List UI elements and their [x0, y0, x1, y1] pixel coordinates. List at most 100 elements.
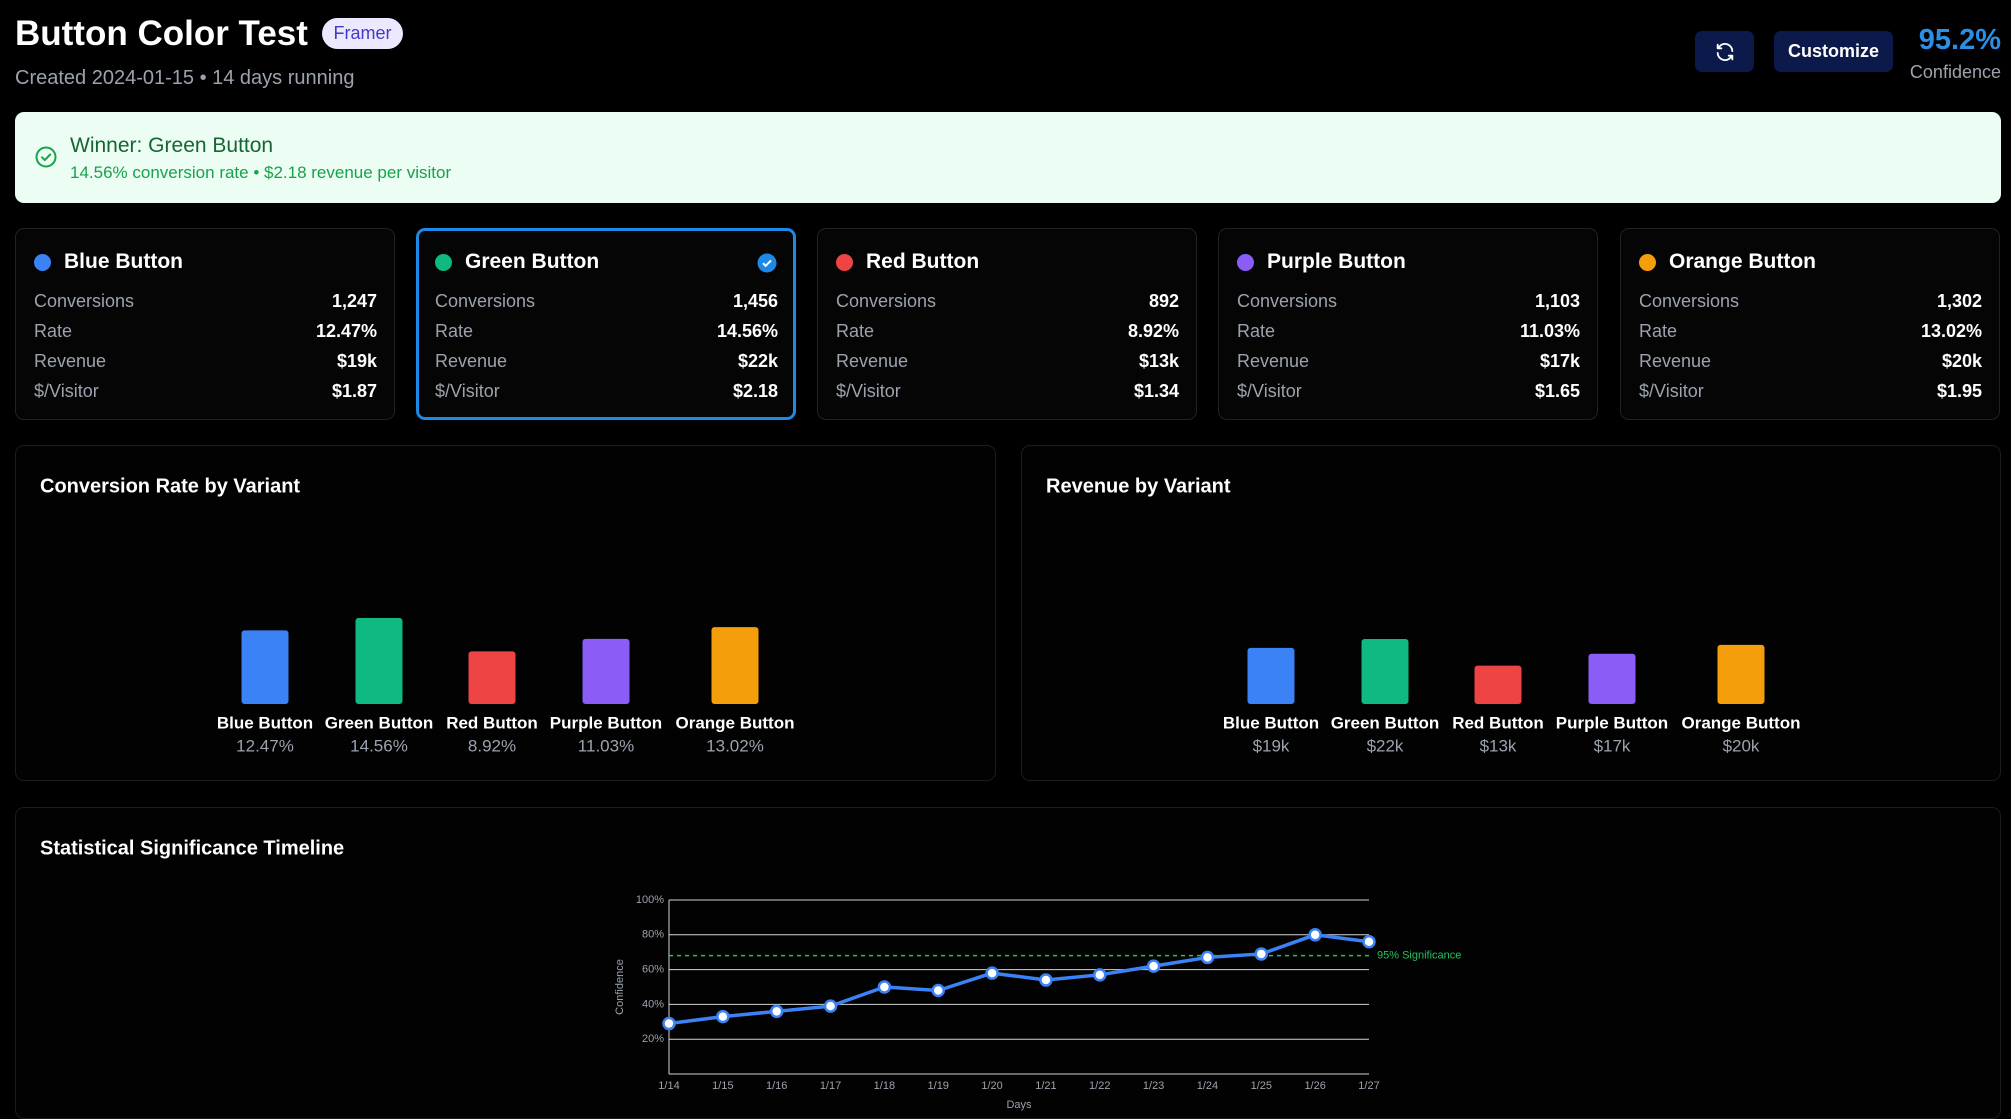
stat-label: Conversions: [836, 291, 937, 311]
winner-detail: 14.56% conversion rate • $2.18 revenue p…: [70, 163, 452, 182]
stat-label: Rate: [1639, 321, 1678, 341]
data-point: [877, 980, 892, 994]
value-label: 8.92%: [468, 736, 516, 755]
data-point: [985, 966, 999, 980]
stat-value: 1,302: [1936, 291, 1982, 311]
variant-card: Green Button Conversions 1,456 Rate 14.56% Re…: [416, 228, 796, 420]
icon-check: [762, 259, 772, 268]
value-label: 13.02%: [706, 736, 764, 755]
stat-label: $/Visitor: [34, 381, 99, 401]
category-label: Green Button: [325, 713, 434, 732]
customize-button[interactable]: Customize: [1774, 31, 1893, 72]
x-tick-label: 1/26: [1304, 1080, 1325, 1092]
series-line: [668, 933, 1370, 1026]
stat-label: $/Visitor: [1237, 381, 1302, 401]
stat-value: 8.92%: [1127, 321, 1179, 341]
bar: [355, 618, 403, 704]
variant-name: Purple Button: [1267, 250, 1406, 273]
stat-label: Revenue: [1237, 351, 1310, 371]
stat-label: $/Visitor: [1639, 381, 1704, 401]
data-point: [1308, 928, 1322, 942]
stat-value: 11.03%: [1519, 321, 1580, 341]
category-label: Red Button: [446, 713, 538, 732]
stat-value: $17k: [1539, 351, 1580, 371]
refresh-icon: [1716, 42, 1733, 61]
stat-value: $1.65: [1534, 381, 1580, 401]
variant-dot: [1237, 254, 1254, 271]
data-point: [1200, 950, 1215, 965]
stat-label: Revenue: [34, 351, 107, 371]
stat-label: $/Visitor: [836, 381, 901, 401]
x-tick-label: 1/17: [820, 1080, 841, 1092]
data-point: [1039, 973, 1053, 987]
stat-label: Rate: [435, 321, 474, 341]
category-label: Purple Button: [550, 713, 662, 732]
x-tick-label: 1/20: [981, 1080, 1002, 1092]
x-tick-label: 1/24: [1197, 1080, 1218, 1092]
y-tick-label: 100%: [636, 894, 664, 906]
stat-value: 1,247: [331, 291, 377, 311]
stat-value: 892: [1148, 291, 1179, 311]
category-label: Purple Button: [1556, 713, 1668, 732]
category-label: Blue Button: [217, 713, 313, 732]
x-tick-label: 1/16: [766, 1080, 787, 1092]
data-point: [1146, 959, 1161, 973]
stat-label: Revenue: [836, 351, 909, 371]
stat-value: $1.34: [1133, 381, 1179, 401]
y-axis-label: Confidence: [614, 959, 626, 1015]
stat-label: Conversions: [34, 291, 135, 311]
data-point: [1362, 935, 1376, 949]
data-point: [716, 1009, 730, 1024]
variant-card: Orange Button Conversions 1,302 Rate 13.02% R…: [1620, 228, 2000, 420]
stat-value: $19k: [336, 351, 377, 371]
confidence-label: Confidence: [1909, 62, 2001, 82]
y-tick-label: 80%: [642, 929, 664, 941]
value-label: 14.56%: [350, 736, 408, 755]
bar: [468, 651, 516, 704]
bar: [711, 627, 759, 704]
refresh-button[interactable]: [1695, 31, 1754, 72]
variant-dot: [1639, 254, 1656, 271]
stat-label: Rate: [836, 321, 875, 341]
chart-title: Statistical Significance Timeline: [40, 837, 344, 859]
stat-label: Conversions: [435, 291, 536, 311]
x-tick-label: 1/15: [712, 1080, 733, 1092]
value-label: $17k: [1594, 736, 1631, 755]
x-tick-label: 1/14: [658, 1080, 679, 1092]
value-label: 11.03%: [578, 736, 634, 755]
x-axis-label: Days: [1006, 1099, 1032, 1111]
chart-title: Conversion Rate by Variant: [40, 475, 300, 497]
variant-name: Orange Button: [1669, 250, 1816, 273]
stat-value: $22k: [737, 351, 778, 371]
stat-value: $20k: [1941, 351, 1982, 371]
stat-value: $13k: [1138, 351, 1179, 371]
winner-icon: [35, 146, 57, 168]
stat-label: Conversions: [1639, 291, 1740, 311]
value-label: 12.47%: [236, 736, 294, 755]
y-tick-label: 40%: [642, 998, 664, 1010]
variant-card: Red Button Conversions 892 Rate 8.92% Revenue…: [817, 228, 1197, 420]
data-point: [823, 999, 838, 1013]
badge: Framer: [322, 18, 403, 49]
bar: [1247, 647, 1295, 704]
stat-value: $1.95: [1936, 381, 1982, 401]
bar: [1474, 665, 1522, 704]
stat-value: 1,103: [1534, 291, 1580, 311]
category-label: Green Button: [1331, 713, 1440, 732]
winner-title: Winner: Green Button: [70, 134, 274, 157]
variant-dot: [836, 254, 853, 271]
value-label: $22k: [1367, 736, 1404, 755]
variant-name: Red Button: [866, 250, 980, 273]
timeline-chart: Statistical Significance Timeline 20% 40% 6…: [15, 807, 2001, 1119]
value-label: $13k: [1480, 736, 1517, 755]
x-tick-label: 1/18: [874, 1080, 895, 1092]
stat-value: $2.18: [732, 381, 778, 401]
x-tick-label: 1/21: [1035, 1080, 1056, 1092]
subtitle: Created 2024-01-15 • 14 days running: [15, 67, 355, 89]
threshold-label: 95% Significance: [1377, 950, 1461, 962]
variant-dot: [435, 254, 452, 271]
bar: [1717, 644, 1765, 704]
confidence-value: 95.2%: [1918, 24, 2001, 56]
stat-label: Revenue: [435, 351, 508, 371]
